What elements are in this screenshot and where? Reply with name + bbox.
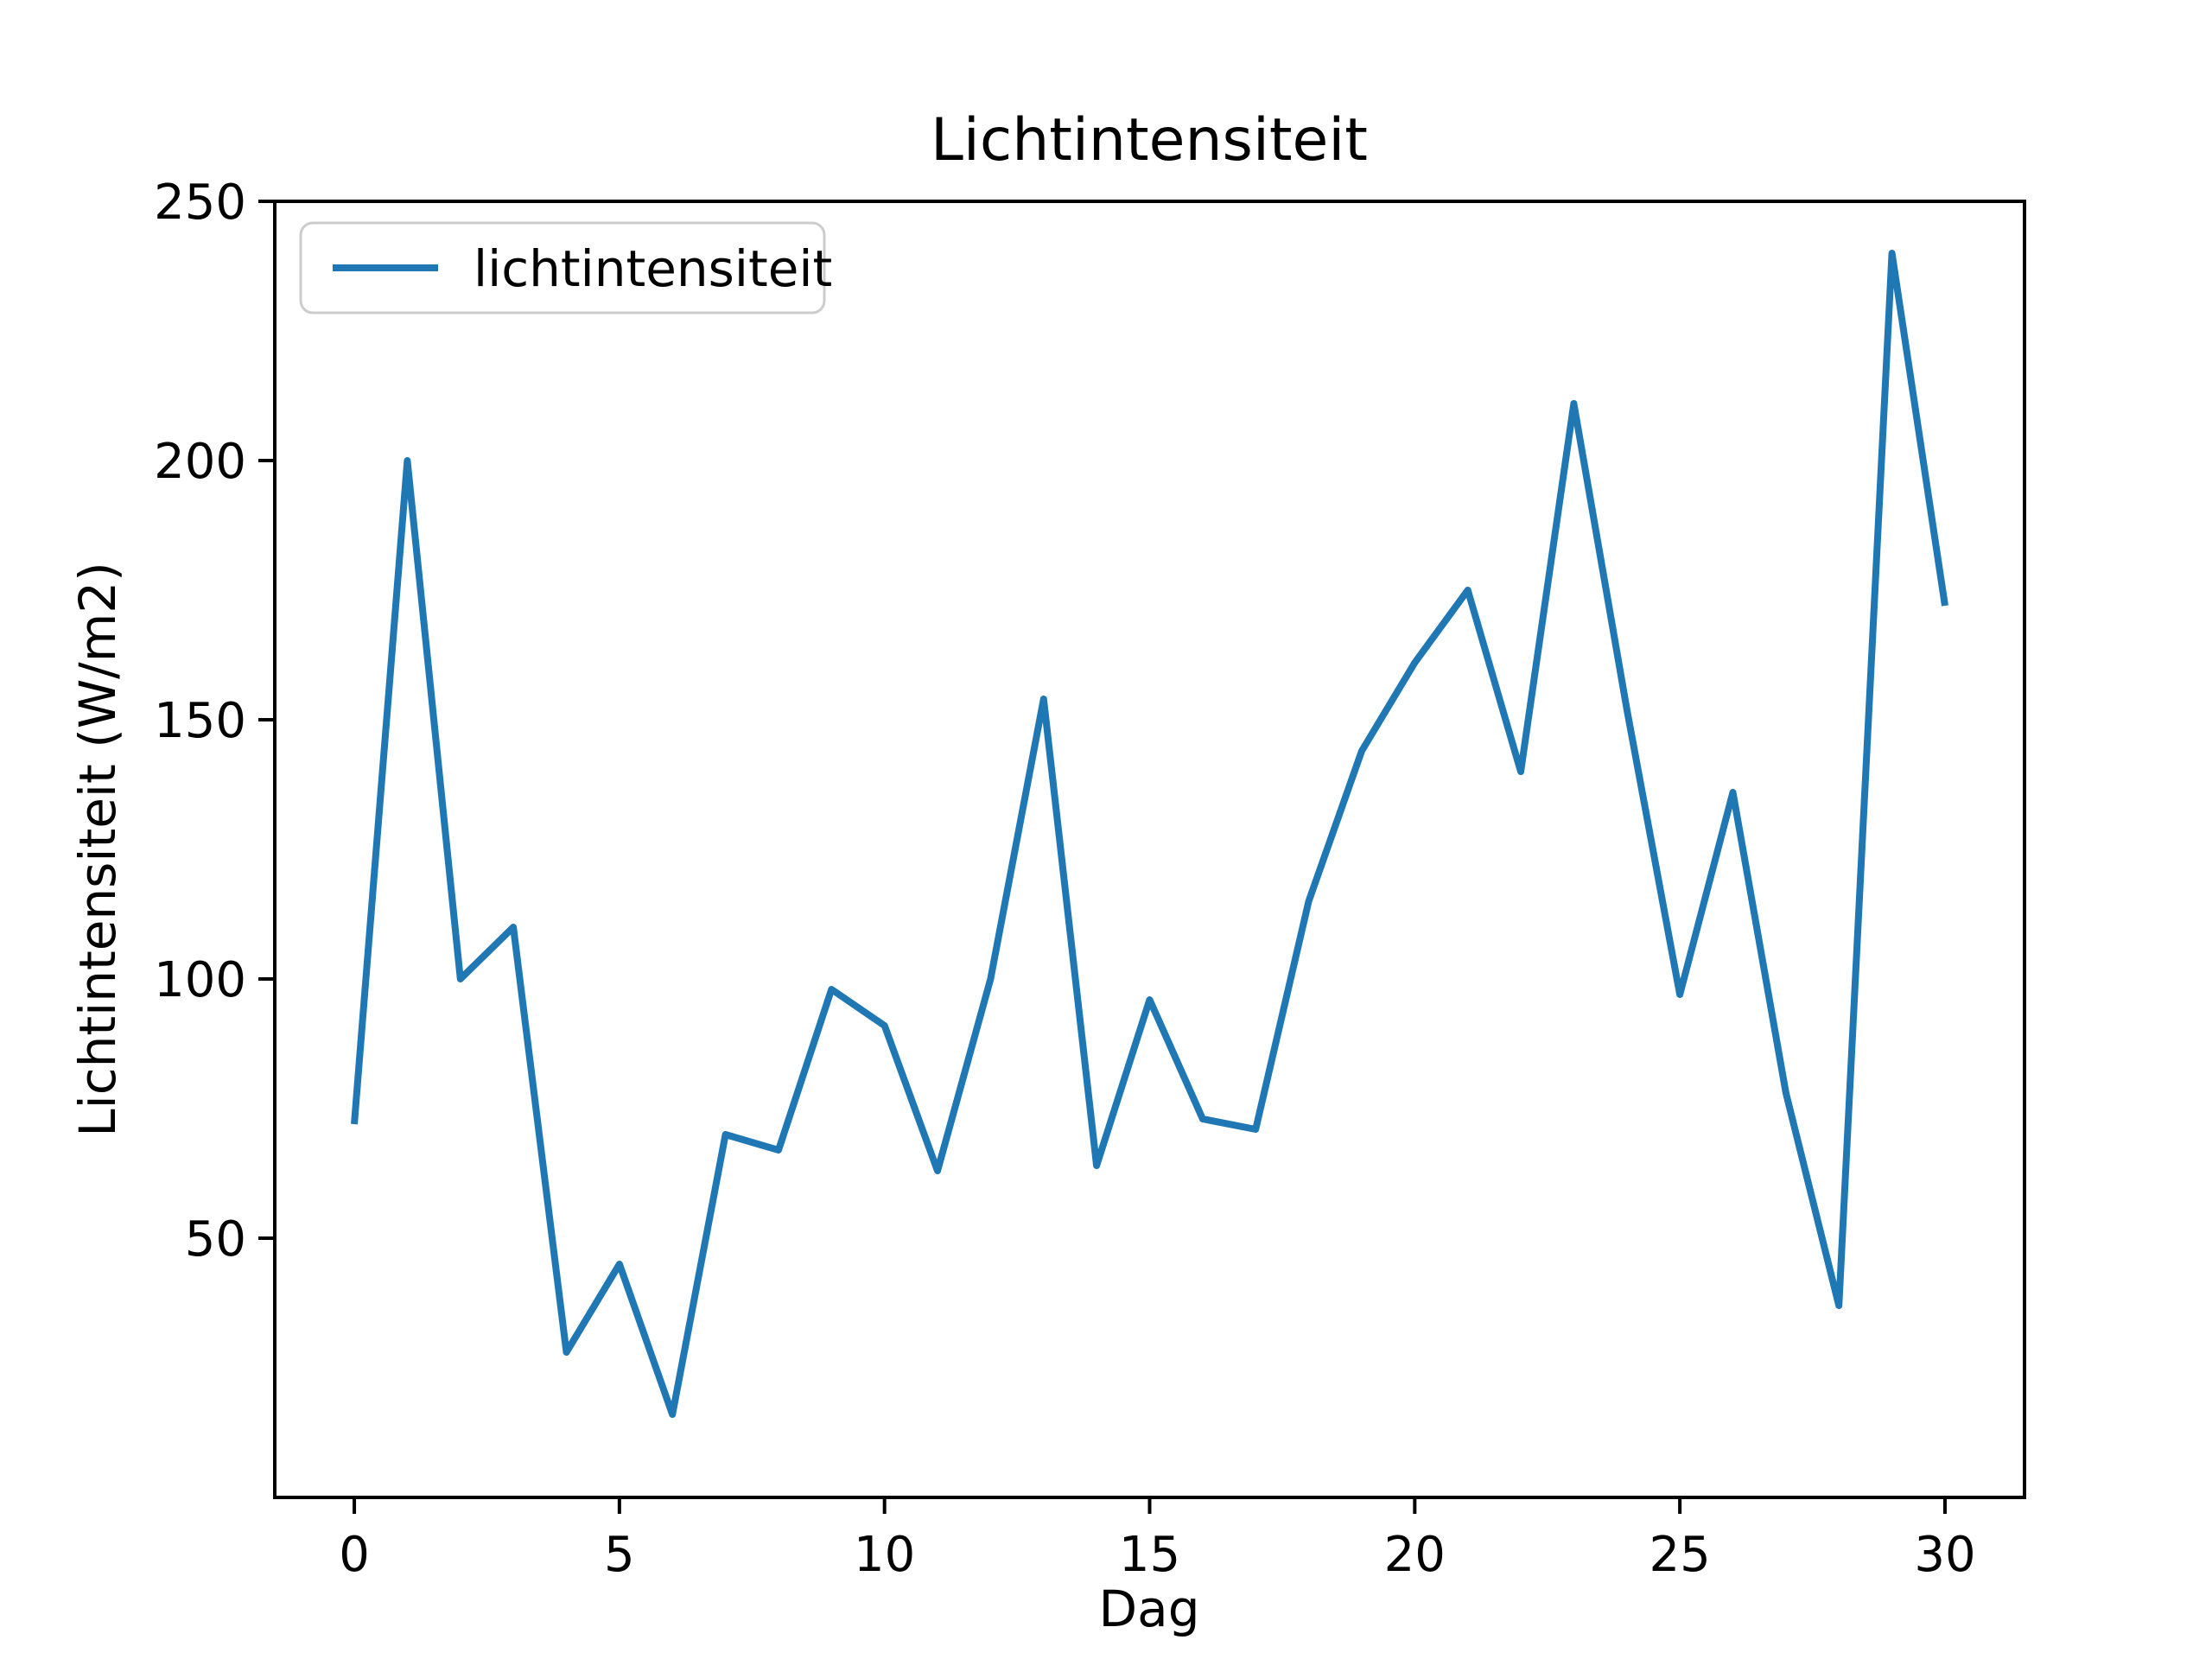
legend-frame <box>299 221 826 315</box>
y-tick-label: 200 <box>154 434 246 490</box>
x-tick-label: 10 <box>854 1527 915 1583</box>
legend-label: lichtintensiteit <box>474 239 832 298</box>
y-tick-label: 50 <box>185 1211 246 1268</box>
x-tick-label: 30 <box>1914 1527 1975 1583</box>
x-tick-label: 15 <box>1119 1527 1180 1583</box>
ticks-layer: 0 5 10 15 20 25 30 50 100 150 200 250 <box>154 175 1975 1583</box>
y-tick-label: 250 <box>154 175 246 231</box>
x-tick-label: 5 <box>604 1527 635 1583</box>
x-axis-label: Dag <box>1098 1580 1199 1638</box>
y-tick-label: 150 <box>154 693 246 749</box>
y-axis-label: Lichtintensiteit (W/m2) <box>68 562 127 1136</box>
series-lichtintensiteit-line <box>351 250 1948 1418</box>
x-tick-label: 25 <box>1649 1527 1711 1583</box>
legend: lichtintensiteit <box>299 221 832 315</box>
x-tick-label: 20 <box>1384 1527 1446 1583</box>
y-tick-label: 100 <box>154 952 246 1008</box>
plot-border <box>273 200 2026 1499</box>
x-tick-label: 0 <box>339 1527 370 1583</box>
chart-title: Lichtintensiteit <box>931 106 1368 175</box>
